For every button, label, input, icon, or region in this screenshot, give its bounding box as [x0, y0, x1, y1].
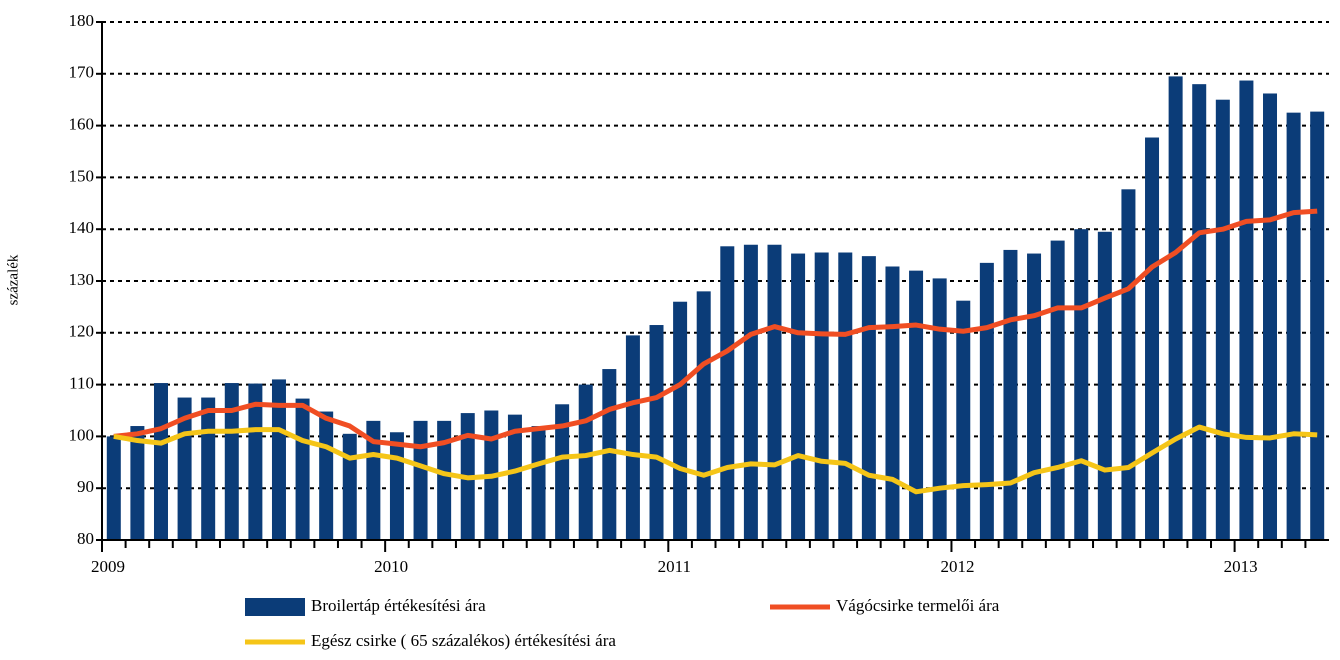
bar — [507, 414, 522, 540]
y-tick-label: 140 — [69, 218, 95, 237]
bar — [1239, 80, 1254, 540]
bar — [1145, 137, 1160, 540]
y-tick-label: 150 — [69, 166, 95, 185]
bar — [909, 270, 924, 540]
bar — [1027, 253, 1042, 540]
bar — [1286, 112, 1301, 541]
bar — [625, 335, 640, 540]
bar — [720, 246, 735, 540]
bar — [555, 404, 570, 540]
line — [113, 424, 1318, 495]
bar — [696, 291, 711, 540]
bar — [649, 325, 664, 540]
bar — [1263, 93, 1278, 540]
bar — [1168, 76, 1183, 540]
bar — [437, 420, 452, 540]
bar — [932, 278, 947, 540]
bar — [342, 433, 357, 540]
x-tick-label: 2009 — [91, 557, 125, 576]
legend-label: Egész csirke ( 65 százalékos) értékesíté… — [311, 631, 616, 650]
bar — [956, 300, 971, 540]
bar — [1097, 231, 1112, 541]
line — [113, 208, 1318, 450]
y-axis-label: százalék — [5, 254, 21, 305]
bar — [130, 426, 145, 540]
x-tick-label: 2012 — [940, 557, 974, 576]
x-tick-label: 2011 — [658, 557, 691, 576]
legend-label: Vágócsirke termelői ára — [836, 596, 1000, 615]
bar — [578, 384, 593, 540]
bar — [1215, 99, 1230, 540]
bar — [1050, 240, 1065, 540]
bar — [389, 432, 404, 540]
bar — [767, 244, 782, 541]
bar — [1074, 229, 1089, 540]
legend-swatch — [245, 598, 305, 616]
bar — [153, 383, 168, 540]
bar — [979, 262, 994, 540]
y-tick-label: 170 — [69, 63, 95, 82]
bar — [248, 383, 263, 540]
bar — [224, 383, 239, 540]
y-tick-label: 110 — [69, 374, 94, 393]
y-tick-label: 160 — [69, 115, 95, 134]
y-tick-label: 90 — [77, 477, 94, 496]
bar — [602, 369, 617, 540]
bar — [673, 301, 688, 540]
bar — [271, 379, 286, 540]
bar — [1121, 189, 1136, 540]
bar — [885, 266, 900, 540]
bar — [791, 253, 806, 540]
legend-label: Broilertáp értékesítési ára — [311, 596, 486, 615]
bar — [366, 420, 381, 540]
x-tick-label: 2010 — [374, 557, 408, 576]
y-tick-label: 180 — [69, 11, 95, 30]
bar — [106, 436, 121, 540]
bar — [201, 397, 216, 540]
y-tick-label: 80 — [77, 529, 94, 548]
bar — [295, 398, 310, 540]
bar — [413, 420, 428, 540]
bar — [1003, 249, 1018, 541]
bar — [838, 252, 853, 540]
bar — [1310, 111, 1325, 540]
bar — [861, 256, 876, 540]
y-tick-label: 120 — [69, 322, 95, 341]
bar — [743, 244, 758, 541]
y-tick-label: 130 — [69, 270, 95, 289]
bar — [1192, 84, 1207, 540]
bar — [531, 426, 546, 540]
bar — [814, 252, 829, 540]
bar — [319, 411, 334, 540]
x-tick-label: 2013 — [1224, 557, 1258, 576]
y-tick-label: 100 — [69, 425, 95, 444]
